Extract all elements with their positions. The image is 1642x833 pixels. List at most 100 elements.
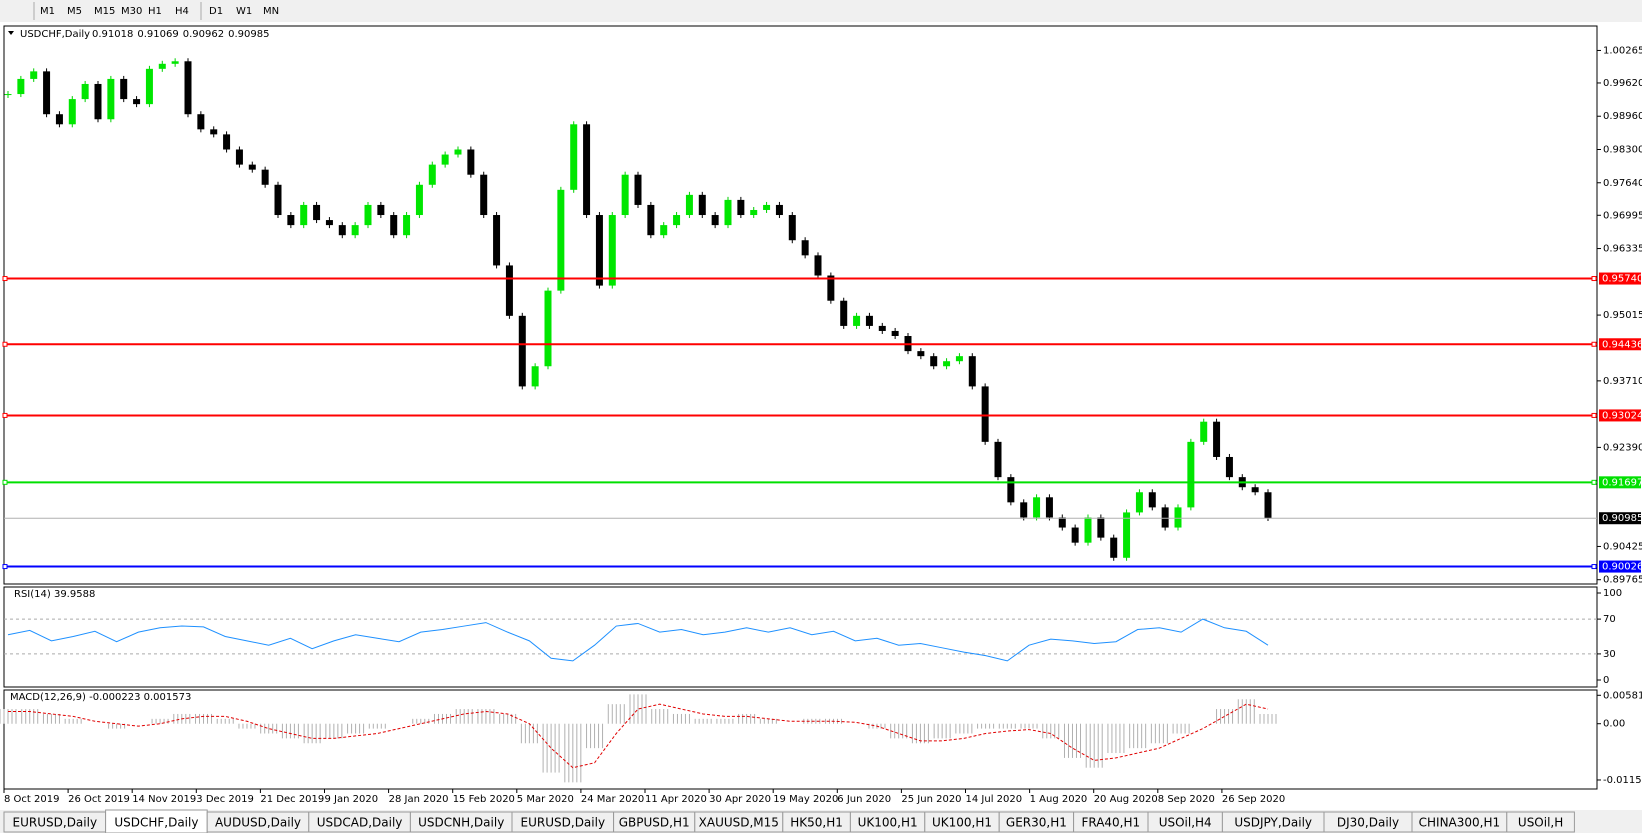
macd-title: MACD(12,26,9) -0.000223 0.001573	[10, 692, 191, 703]
timeframe-button[interactable]: M15	[94, 6, 115, 17]
x-tick-label: 28 Jan 2020	[389, 794, 449, 805]
tab-label[interactable]: DJ30,Daily	[1337, 816, 1399, 830]
candle	[544, 290, 552, 367]
candle	[235, 149, 243, 165]
candle	[261, 169, 269, 185]
tab: GER30,H1	[998, 811, 1075, 833]
tab: UK100,H1	[849, 811, 926, 833]
candle	[1200, 421, 1208, 442]
level-label-box	[1599, 338, 1641, 351]
candle	[1020, 502, 1028, 518]
candle	[30, 71, 38, 79]
x-tick-label: 15 Feb 2020	[453, 794, 515, 805]
candle	[1123, 512, 1131, 558]
tab-label[interactable]: UK100,H1	[858, 816, 918, 830]
tab-label[interactable]: USDJPY,Daily	[1234, 816, 1312, 830]
tab-label[interactable]: CHINA300,H1	[1419, 816, 1501, 830]
x-tick-label: 19 May 2020	[773, 794, 838, 805]
macd-signal	[8, 703, 1269, 769]
level-handle	[2, 479, 8, 485]
tab-label[interactable]: XAUUSD,M15	[699, 816, 779, 830]
level-label: 0.90026	[1602, 562, 1642, 573]
macd-tick-label: -0.011514	[1603, 775, 1642, 786]
y-tick-label: 0.89765	[1603, 575, 1642, 586]
level-label-box	[1599, 476, 1641, 489]
candle	[660, 225, 668, 236]
ohlc-value: 0.90985	[228, 29, 269, 40]
candle	[1135, 492, 1143, 513]
tab-label[interactable]: USDCNH,Daily	[418, 816, 504, 830]
candle	[763, 204, 771, 210]
candle	[698, 194, 706, 216]
candle	[300, 204, 308, 226]
tab-label[interactable]: UK100,H1	[932, 816, 992, 830]
tab-label[interactable]: AUDUSD,Daily	[215, 816, 301, 830]
tab-label[interactable]: GBPUSD,H1	[619, 816, 690, 830]
tab-label[interactable]: USDCHF,Daily	[114, 816, 198, 830]
tab-label[interactable]: EURUSD,Daily	[521, 816, 606, 830]
tab-box[interactable]	[1506, 811, 1575, 833]
tab-label[interactable]: USOil,H	[1518, 816, 1563, 830]
tab: USDCAD,Daily	[308, 811, 411, 833]
candle	[1033, 497, 1041, 518]
tab: GBPUSD,H1	[613, 811, 696, 833]
timeframe-button[interactable]: W1	[236, 6, 252, 17]
candle	[685, 194, 693, 216]
candle	[1097, 517, 1105, 538]
rsi-tick-label: 100	[1603, 588, 1622, 599]
timeframe-button[interactable]: H4	[175, 6, 189, 17]
candle	[55, 114, 63, 125]
y-tick-label: 0.98300	[1603, 144, 1642, 155]
ohlc-value: 0.90962	[183, 29, 224, 40]
tab-label[interactable]: FRA40,H1	[1081, 816, 1140, 830]
tab: FRA40,H1	[1073, 811, 1149, 833]
tab-label[interactable]: GER30,H1	[1006, 816, 1067, 830]
candle	[1174, 507, 1182, 528]
candle	[4, 94, 12, 96]
candle	[428, 164, 436, 185]
candle	[184, 61, 192, 115]
candle	[570, 124, 578, 190]
x-tick-label: 6 Jun 2020	[837, 794, 891, 805]
candle	[223, 134, 231, 150]
candle	[390, 215, 398, 236]
y-tick-label: 0.92390	[1603, 442, 1642, 453]
timeframe-button[interactable]: H1	[148, 6, 162, 17]
level-label-box	[1599, 409, 1641, 422]
timeframe-button[interactable]: M5	[67, 6, 82, 17]
tab: HK50,H1	[782, 811, 851, 833]
tab-label[interactable]: HK50,H1	[790, 816, 843, 830]
tab-label[interactable]: EURUSD,Daily	[13, 816, 98, 830]
level-label-box	[1599, 560, 1641, 573]
candle	[17, 78, 25, 95]
rsi-title: RSI(14) 39.9588	[14, 589, 95, 600]
timeframe-button[interactable]: M1	[40, 6, 55, 17]
candle	[930, 356, 938, 367]
tab: CHINA300,H1	[1411, 811, 1508, 833]
tab-label[interactable]: USDCAD,Daily	[317, 816, 403, 830]
level-label: 0.95740	[1602, 274, 1642, 285]
tab-label[interactable]: USOil,H4	[1159, 816, 1212, 830]
level-label: 0.94436	[1602, 339, 1642, 350]
candle	[917, 351, 925, 357]
rsi-tick-label: 30	[1603, 649, 1616, 660]
collapse-arrow	[8, 31, 14, 35]
candle	[557, 189, 565, 291]
y-tick-label: 0.93710	[1603, 376, 1642, 387]
candle	[1110, 537, 1118, 558]
x-tick-label: 26 Oct 2019	[68, 794, 130, 805]
timeframe-button[interactable]: D1	[209, 6, 223, 17]
candle	[1148, 492, 1156, 508]
candle	[313, 204, 321, 221]
x-tick-label: 30 Apr 2020	[709, 794, 771, 805]
candle	[1264, 492, 1272, 518]
y-tick-label: 1.00265	[1603, 45, 1642, 56]
timeframe-button[interactable]: MN	[263, 6, 279, 17]
x-tick-label: 24 Mar 2020	[581, 794, 644, 805]
candle	[505, 265, 513, 316]
candle	[801, 240, 809, 256]
y-tick-label: 0.96335	[1603, 244, 1642, 255]
timeframe-button[interactable]: M30	[121, 6, 142, 17]
y-tick-label: 0.96995	[1603, 210, 1642, 221]
